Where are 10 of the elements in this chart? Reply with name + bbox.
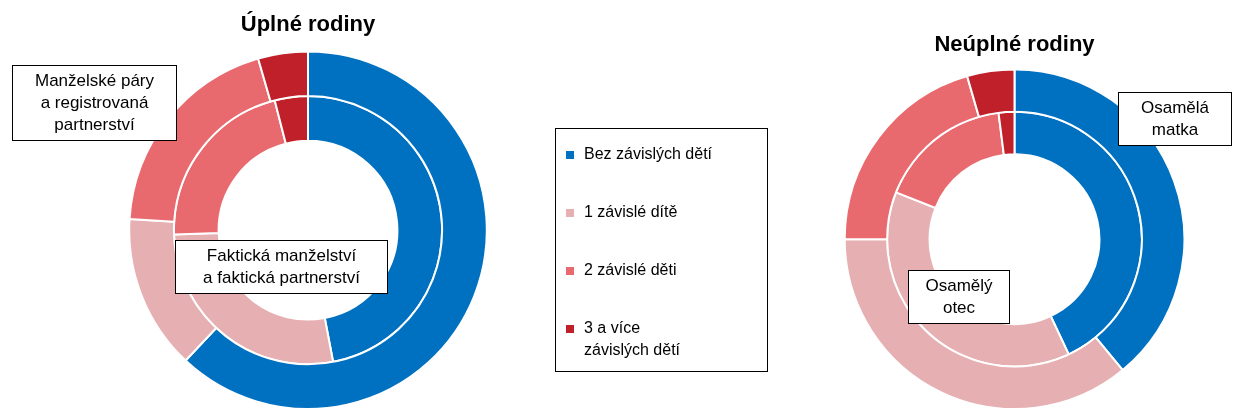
slice-label: Osamělá matka: [1118, 92, 1232, 146]
chart-title: Úplné rodiny: [240, 11, 376, 37]
legend-label: 2 závislé děti: [584, 260, 677, 280]
chart-title: Neúplné rodiny: [934, 31, 1096, 57]
slice-label: Manželské páry a registrovaná partnerství: [12, 65, 177, 141]
legend-label: 3 a více závislých dětí: [584, 318, 681, 360]
legend-label: 1 závislé dítě: [584, 202, 678, 222]
legend-label: Bez závislých dětí: [584, 144, 713, 164]
slice-label: Osamělý otec: [908, 270, 1010, 324]
slice-label: Faktická manželství a faktická partnerství: [175, 240, 388, 294]
